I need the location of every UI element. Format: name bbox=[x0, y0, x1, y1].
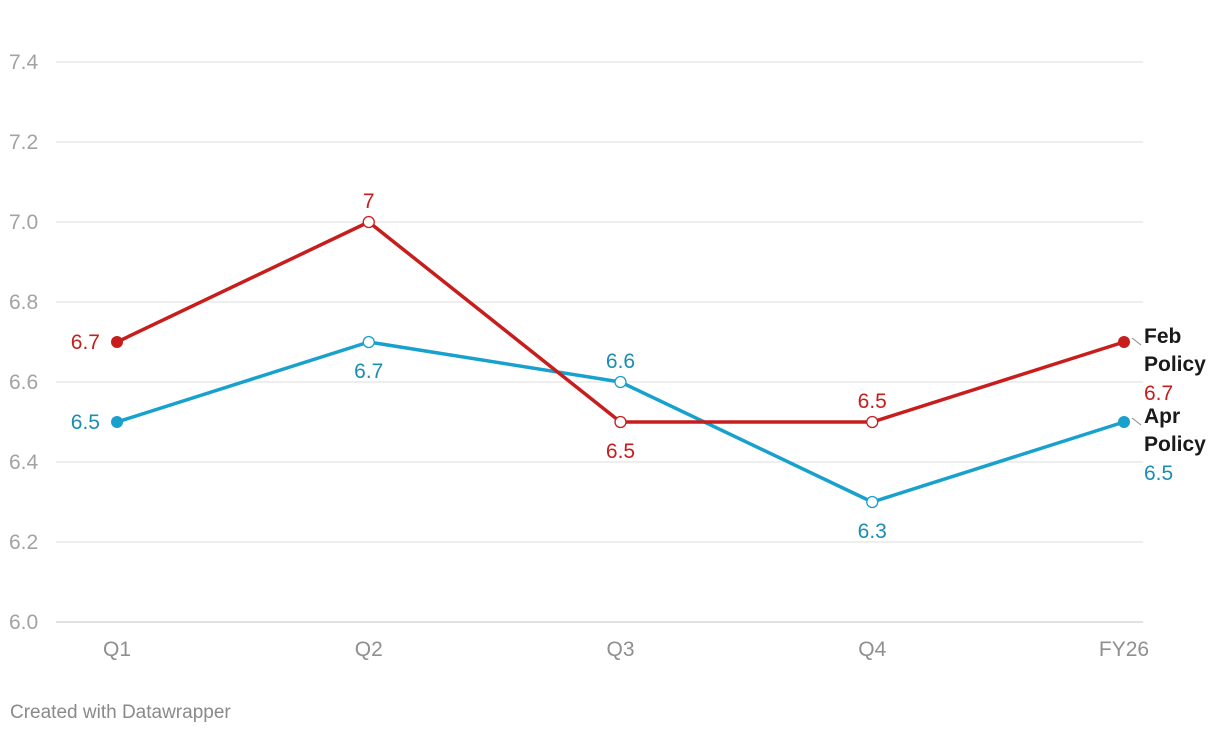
data-label: 6.7 bbox=[354, 360, 383, 383]
legend-value: 6.7 bbox=[1144, 382, 1173, 405]
data-point bbox=[111, 336, 123, 348]
legend-value: 6.5 bbox=[1144, 462, 1173, 485]
data-label: 6.3 bbox=[858, 520, 887, 543]
data-point bbox=[866, 415, 879, 429]
y-tick-label: 6.0 bbox=[9, 611, 38, 634]
legend-name: Policy bbox=[1144, 433, 1206, 456]
data-point bbox=[111, 416, 123, 428]
y-tick-label: 6.8 bbox=[9, 291, 38, 314]
x-tick-label: Q3 bbox=[606, 638, 634, 661]
legend-connector bbox=[1131, 337, 1142, 346]
x-tick-label: FY26 bbox=[1099, 638, 1149, 661]
data-point bbox=[866, 495, 879, 509]
legend-name: Feb bbox=[1144, 325, 1181, 348]
data-point bbox=[1118, 336, 1130, 348]
y-tick-label: 6.2 bbox=[9, 531, 38, 554]
y-tick-label: 7.0 bbox=[9, 211, 38, 234]
y-tick-label: 6.6 bbox=[9, 371, 38, 394]
y-tick-label: 6.4 bbox=[9, 451, 39, 474]
series-line-feb-policy bbox=[116, 220, 1125, 424]
data-label: 7 bbox=[363, 190, 375, 213]
data-point bbox=[1118, 416, 1130, 428]
data-point bbox=[362, 335, 375, 349]
data-label: 6.7 bbox=[71, 331, 100, 354]
data-point bbox=[362, 215, 375, 229]
x-tick-label: Q1 bbox=[103, 638, 131, 661]
credit-text: Created with Datawrapper bbox=[10, 702, 231, 723]
y-tick-label: 7.2 bbox=[9, 131, 38, 154]
data-point bbox=[614, 415, 627, 429]
legend-name: Policy bbox=[1144, 353, 1206, 376]
y-tick-label: 7.4 bbox=[9, 51, 39, 74]
data-point bbox=[614, 375, 627, 389]
data-label: 6.6 bbox=[606, 350, 635, 373]
data-label: 6.5 bbox=[71, 411, 100, 434]
data-label: 6.5 bbox=[858, 390, 887, 413]
x-tick-label: Q4 bbox=[858, 638, 886, 661]
data-label: 6.5 bbox=[606, 440, 635, 463]
legend-connector bbox=[1131, 417, 1142, 426]
line-chart: 6.0 6.2 6.4 6.6 6.8 7.0 7.2 7.4 Q1 Q2 Q3 Q4 FY26 6.7 6… bbox=[9, 51, 1206, 661]
x-tick-label: Q2 bbox=[355, 638, 383, 661]
legend-name: Apr bbox=[1144, 405, 1180, 428]
